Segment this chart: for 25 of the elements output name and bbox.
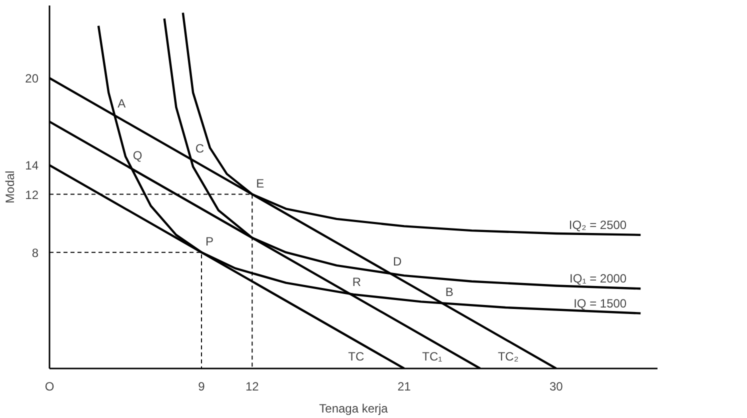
y-axis-title: Modal [3,170,18,204]
x-tick-label: 9 [198,380,206,394]
series-label: IQ = 1500 [574,296,627,310]
x-tick-label: 21 [397,380,412,394]
annotation: C [195,141,204,156]
series-label: IQ₂ = 2500 [568,218,627,232]
x-tick-label: 12 [245,380,260,394]
series-label: IQ₁ = 2000 [570,272,627,286]
x-tick-label: 30 [549,380,564,394]
annotation: D [392,254,402,269]
annotation: P [206,234,214,248]
annotation: A [118,96,126,110]
y-tick-label: 12 [25,188,39,202]
y-tick-label: 14 [25,158,39,173]
annotation: Q [132,148,142,163]
series-label: TC₁ [422,350,442,364]
annotation: E [256,176,264,190]
y-tick-label: 20 [25,72,39,86]
x-axis-title: Tenaga kerja [319,402,388,416]
y-tick-label: 8 [32,246,39,260]
x-tick-label: O [44,380,54,394]
annotation: R [352,274,362,289]
series-label: TC₂ [498,350,519,364]
annotation: B [445,285,454,300]
series-label: TC [348,350,364,364]
